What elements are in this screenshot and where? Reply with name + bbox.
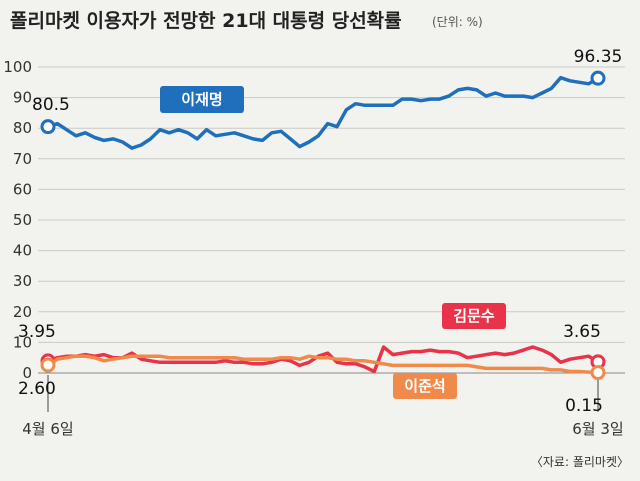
y-tick-label: 50 <box>13 211 32 229</box>
end-value-label: 96.35 <box>574 47 623 67</box>
legend-box <box>393 373 457 399</box>
series-layer: 80.5 96.35 3.95 3.65 2.60 0.15 <box>18 47 622 416</box>
end-value-label: 3.65 <box>563 322 601 342</box>
endpoint-marker <box>40 357 56 373</box>
y-tick-label: 70 <box>13 150 32 168</box>
source-note: 〈자료: 폴리마켓〉 <box>531 455 629 469</box>
y-tick-label: 20 <box>13 303 32 321</box>
x-tick-label-start: 4월 6일 <box>22 420 73 438</box>
series-line <box>47 354 599 375</box>
series-line <box>47 75 599 150</box>
y-axis: 0 10 20 30 40 50 60 70 80 90 100 <box>3 58 32 382</box>
legend-label: 김문수 <box>453 307 495 325</box>
y-tick-label: 100 <box>3 58 32 76</box>
series-이재명: 80.5 96.35 <box>32 47 623 150</box>
chart-unit: (단위: %) <box>432 15 483 29</box>
endpoint-marker <box>590 365 606 381</box>
start-value-label: 80.5 <box>32 95 70 115</box>
start-value-label: 2.60 <box>18 379 56 399</box>
series-이준석: 2.60 0.15 <box>18 354 606 416</box>
series-line <box>47 345 599 374</box>
legend-box <box>160 86 244 113</box>
y-tick-label: 60 <box>13 180 32 198</box>
endpoint-marker <box>590 70 606 86</box>
x-tick-label-end: 6월 3일 <box>572 420 623 438</box>
legend-box <box>442 303 506 329</box>
x-axis: 4월 6일 6월 3일 <box>22 375 624 438</box>
y-tick-label: 40 <box>13 242 32 260</box>
legend-label: 이준석 <box>404 377 445 395</box>
y-tick-label: 10 <box>13 333 32 351</box>
end-value-label: 0.15 <box>565 396 603 416</box>
legend-이준석: 이준석 <box>393 373 457 399</box>
grid <box>38 66 625 374</box>
legend-label: 이재명 <box>181 91 222 109</box>
y-tick-label: 0 <box>22 364 32 382</box>
chart-title: 폴리마켓 이용자가 전망한 21대 대통령 당선확률 <box>10 9 402 32</box>
start-value-label: 3.95 <box>18 322 56 342</box>
legend-김문수: 김문수 <box>442 303 506 329</box>
y-tick-label: 30 <box>13 272 32 290</box>
endpoint-marker <box>40 119 56 135</box>
y-tick-label: 90 <box>13 89 32 107</box>
y-tick-label: 80 <box>13 119 32 137</box>
legend-이재명: 이재명 <box>160 86 244 113</box>
series-김문수: 3.95 3.65 <box>18 322 606 374</box>
